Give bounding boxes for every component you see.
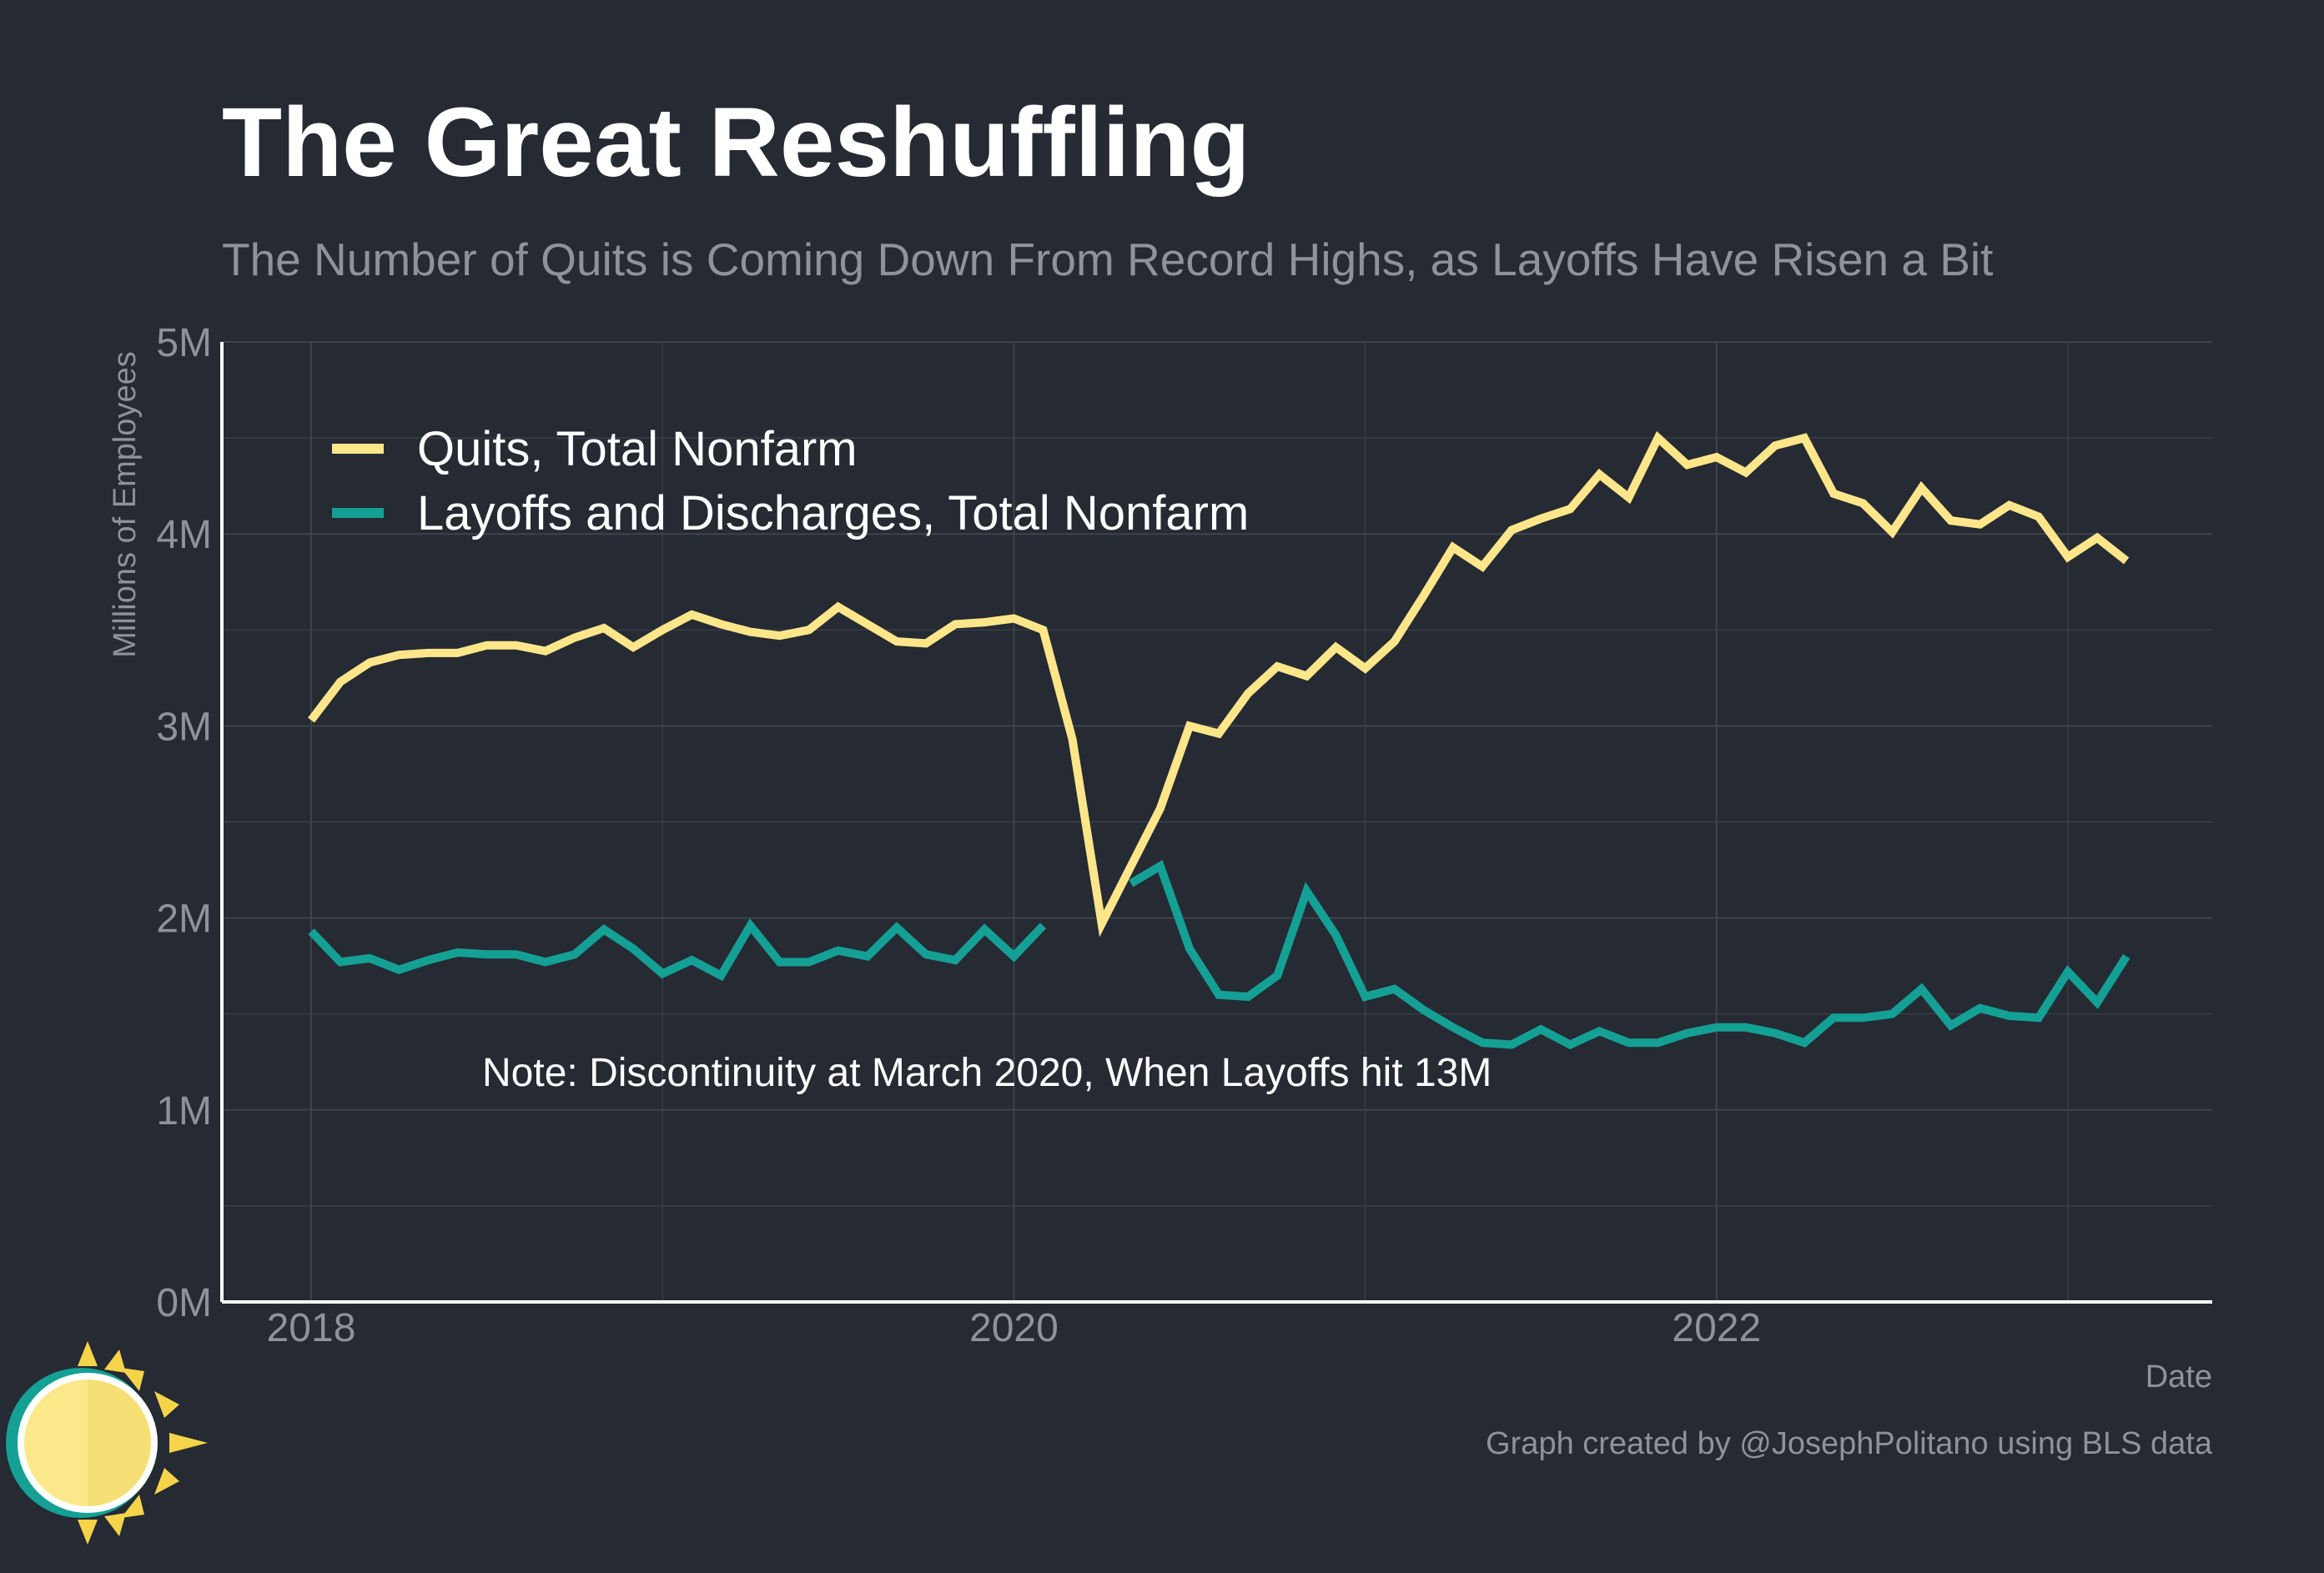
y-axis-title: Millions of Employees: [108, 351, 143, 657]
y-tick-label: 4M: [156, 513, 212, 557]
legend: Quits, Total Nonfarm Layoffs and Discharg…: [332, 422, 1249, 540]
y-tick-label: 2M: [156, 897, 212, 942]
grid-lines: [222, 341, 2212, 1303]
series-quits: [308, 430, 2130, 937]
y-tick-label: 5M: [156, 321, 212, 365]
legend-label: Quits, Total Nonfarm: [417, 422, 858, 476]
x-tick-label: 2022: [1672, 1306, 1761, 1350]
x-axis-title: Date: [2145, 1359, 2212, 1395]
series-line: [308, 430, 2130, 937]
y-tick-label: 1M: [156, 1089, 212, 1133]
y-tick-label: 3M: [156, 705, 212, 749]
axes: 0M 1M 2M 3M 4M 5M 2018 2020 2022 Date Millions of …: [108, 321, 2212, 1395]
series-line: [308, 859, 2130, 1050]
discontinuity-note: Note: Discontinuity at March 2020, When …: [482, 1051, 1491, 1095]
legend-label: Layoffs and Discharges, Total Nonfarm: [417, 486, 1249, 540]
series-layoffs: [308, 859, 2130, 1050]
source-caption: Graph created by @JosephPolitano using B…: [1486, 1426, 2212, 1461]
y-tick-label: 0M: [156, 1281, 212, 1325]
sun-icon: [6, 1341, 208, 1545]
chart-title: The Great Reshuffling: [222, 88, 1250, 198]
series-lines: [308, 430, 2130, 1050]
chart-subtitle: The Number of Quits is Coming Down From …: [222, 234, 1994, 285]
x-tick-label: 2018: [267, 1306, 356, 1350]
x-tick-label: 2020: [969, 1306, 1059, 1350]
